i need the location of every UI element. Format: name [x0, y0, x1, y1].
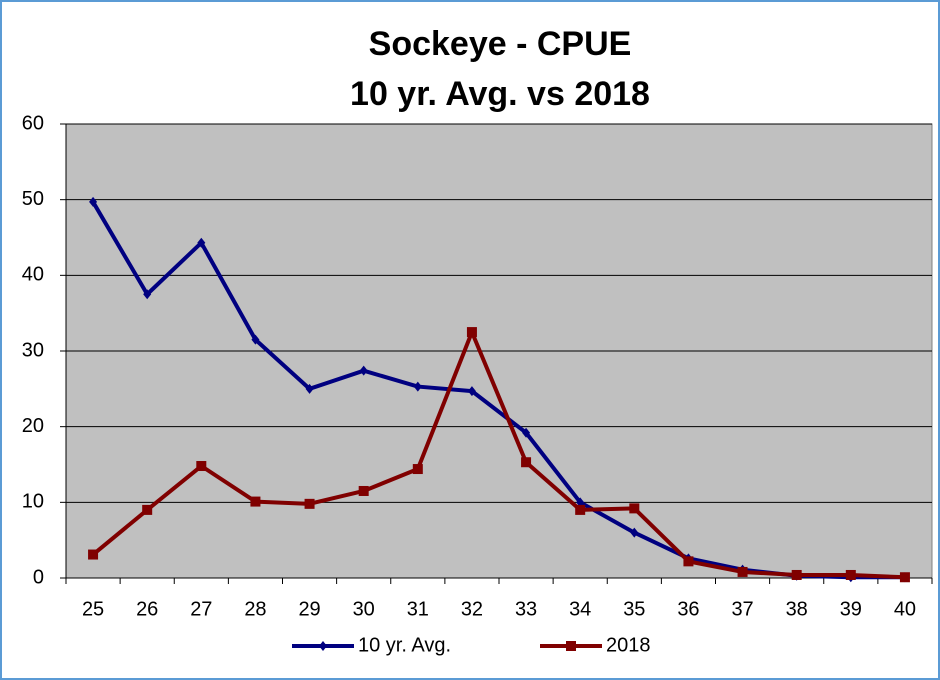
marker: [88, 549, 99, 560]
x-tick-label: 31: [407, 598, 429, 620]
marker: [522, 427, 531, 438]
x-tick-label: 27: [190, 598, 212, 620]
marker: [467, 386, 476, 397]
legend-label: 10 yr. Avg.: [358, 634, 451, 656]
x-tick-label: 35: [623, 598, 645, 620]
chart-title: Sockeye - CPUE: [369, 25, 632, 63]
y-tick-label: 50: [22, 188, 44, 210]
marker: [466, 327, 477, 338]
x-tick-label: 29: [298, 598, 320, 620]
x-tick-label: 40: [894, 598, 916, 620]
marker: [319, 641, 327, 651]
marker: [737, 566, 748, 577]
y-tick-label: 60: [22, 112, 44, 134]
y-tick-label: 40: [22, 264, 44, 286]
marker: [575, 504, 586, 515]
marker: [197, 237, 206, 248]
x-tick-label: 30: [353, 598, 375, 620]
series-line: [91, 330, 906, 580]
marker: [412, 464, 423, 475]
marker: [359, 365, 368, 376]
marker: [630, 527, 639, 538]
y-tick-label: 20: [22, 415, 44, 437]
legend-label: 2018: [606, 634, 651, 656]
x-tick-label: 32: [461, 598, 483, 620]
x-tick-label: 34: [569, 598, 591, 620]
marker: [791, 569, 802, 580]
x-tick-label: 33: [515, 598, 537, 620]
marker: [143, 289, 152, 300]
marker: [304, 498, 315, 509]
marker: [413, 381, 422, 392]
marker: [196, 461, 207, 472]
marker: [89, 196, 98, 207]
x-tick-label: 37: [731, 598, 753, 620]
y-tick-label: 0: [33, 566, 44, 588]
x-tick-label: 25: [82, 598, 104, 620]
marker: [629, 503, 640, 514]
marker: [358, 485, 369, 496]
marker: [576, 497, 585, 508]
marker: [683, 556, 694, 567]
marker: [142, 504, 153, 515]
chart-subtitle: 10 yr. Avg. vs 2018: [350, 75, 650, 113]
x-tick-label: 39: [840, 598, 862, 620]
marker: [521, 457, 532, 468]
marker: [566, 641, 576, 651]
marker: [899, 572, 910, 583]
marker: [845, 569, 856, 580]
y-tick-label: 10: [22, 491, 44, 513]
marker: [305, 383, 314, 394]
x-tick-label: 26: [136, 598, 158, 620]
x-tick-label: 28: [244, 598, 266, 620]
x-tick-label: 36: [677, 598, 699, 620]
marker: [250, 496, 261, 507]
x-tick-label: 38: [786, 598, 808, 620]
y-tick-label: 30: [22, 339, 44, 361]
marker: [251, 334, 260, 345]
